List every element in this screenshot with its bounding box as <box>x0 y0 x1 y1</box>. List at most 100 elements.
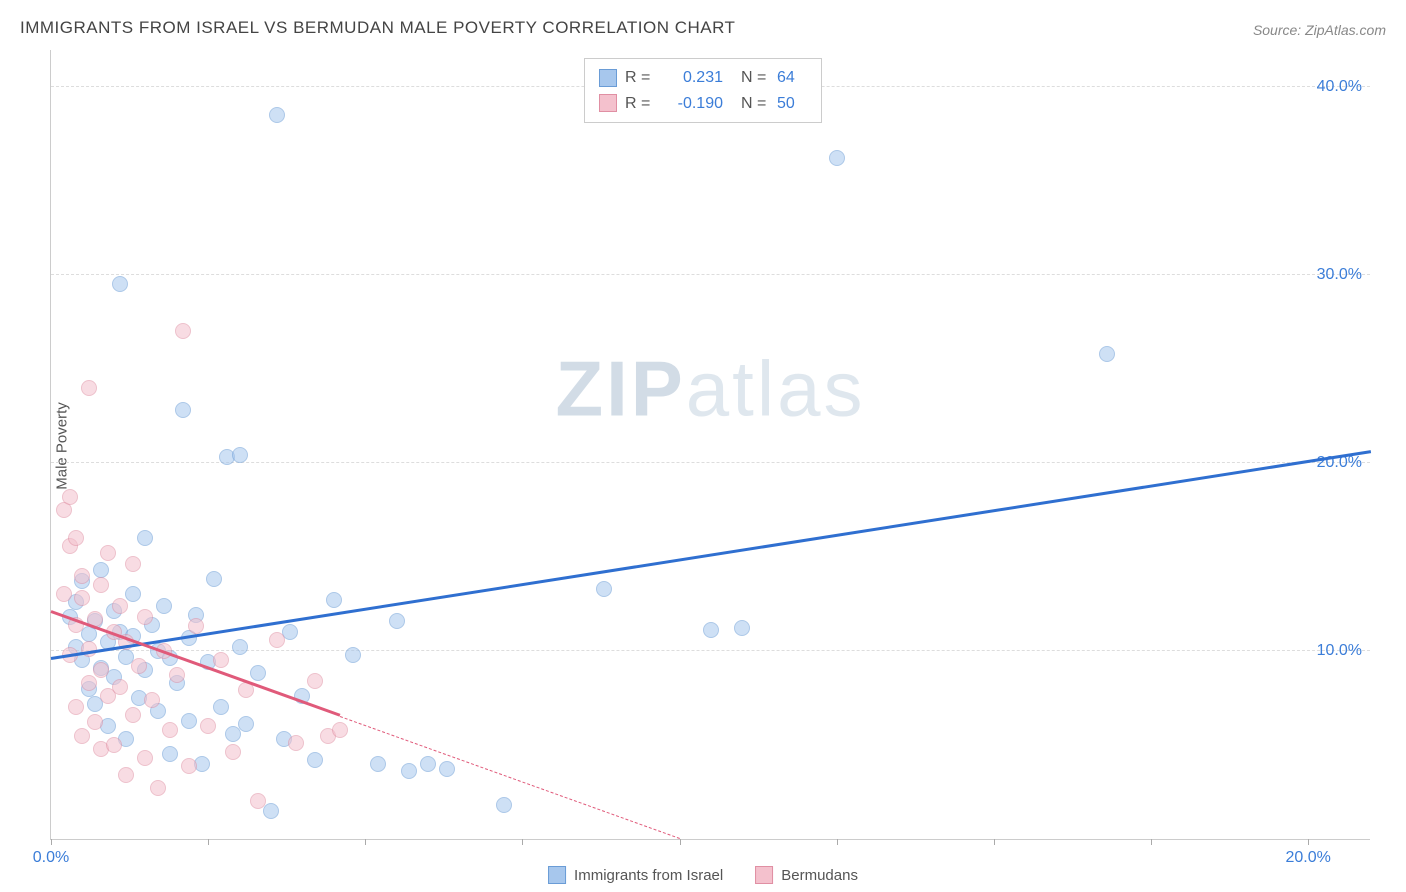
gridline <box>51 462 1370 463</box>
y-tick-label: 10.0% <box>1317 642 1362 660</box>
scatter-point <box>162 746 178 762</box>
scatter-point <box>137 530 153 546</box>
scatter-point <box>81 380 97 396</box>
series-legend: Immigrants from Israel Bermudans <box>548 866 858 884</box>
scatter-point <box>307 673 323 689</box>
n-value: 64 <box>777 65 807 91</box>
scatter-point <box>401 763 417 779</box>
x-tick-mark <box>51 839 52 845</box>
scatter-point <box>74 568 90 584</box>
legend-swatch <box>599 94 617 112</box>
scatter-point <box>345 647 361 663</box>
scatter-point <box>225 744 241 760</box>
x-tick-mark <box>365 839 366 845</box>
legend-row: R = 0.231 N = 64 <box>599 65 807 91</box>
x-tick-mark <box>1151 839 1152 845</box>
n-label: N = <box>741 65 769 91</box>
correlation-legend: R = 0.231 N = 64 R = -0.190 N = 50 <box>584 58 822 123</box>
scatter-point <box>250 793 266 809</box>
scatter-point <box>175 402 191 418</box>
scatter-point <box>332 722 348 738</box>
trend-line <box>340 716 680 839</box>
chart-title: IMMIGRANTS FROM ISRAEL VS BERMUDAN MALE … <box>20 18 735 38</box>
legend-swatch <box>548 866 566 884</box>
watermark: ZIPatlas <box>555 344 865 435</box>
scatter-point <box>188 618 204 634</box>
series-legend-item: Bermudans <box>755 866 858 884</box>
scatter-point <box>106 737 122 753</box>
watermark-rest: atlas <box>686 345 866 433</box>
scatter-point <box>93 577 109 593</box>
scatter-point <box>200 718 216 734</box>
scatter-point <box>288 735 304 751</box>
scatter-point <box>213 652 229 668</box>
scatter-point <box>87 714 103 730</box>
scatter-point <box>213 699 229 715</box>
x-tick-mark <box>994 839 995 845</box>
r-label: R = <box>625 91 655 117</box>
scatter-point <box>181 758 197 774</box>
scatter-point <box>829 150 845 166</box>
x-tick-mark <box>837 839 838 845</box>
scatter-point <box>68 699 84 715</box>
scatter-point <box>131 658 147 674</box>
n-value: 50 <box>777 91 807 117</box>
scatter-point <box>269 107 285 123</box>
scatter-point <box>93 562 109 578</box>
gridline <box>51 274 1370 275</box>
scatter-point <box>238 716 254 732</box>
scatter-point <box>250 665 266 681</box>
scatter-point <box>144 692 160 708</box>
scatter-point <box>112 598 128 614</box>
series-legend-label: Bermudans <box>781 867 858 884</box>
series-legend-label: Immigrants from Israel <box>574 867 723 884</box>
scatter-point <box>206 571 222 587</box>
r-value: -0.190 <box>663 91 723 117</box>
scatter-point <box>125 556 141 572</box>
source-attribution: Source: ZipAtlas.com <box>1253 22 1386 38</box>
scatter-point <box>420 756 436 772</box>
scatter-point <box>232 447 248 463</box>
scatter-point <box>62 489 78 505</box>
x-tick-label: 0.0% <box>33 849 69 867</box>
scatter-point <box>81 675 97 691</box>
scatter-point <box>307 752 323 768</box>
scatter-point <box>56 586 72 602</box>
scatter-point <box>162 722 178 738</box>
scatter-point <box>269 632 285 648</box>
r-label: R = <box>625 65 655 91</box>
scatter-point <box>1099 346 1115 362</box>
scatter-point <box>734 620 750 636</box>
y-tick-label: 30.0% <box>1317 266 1362 284</box>
scatter-point <box>100 545 116 561</box>
scatter-point <box>326 592 342 608</box>
r-value: 0.231 <box>663 65 723 91</box>
legend-row: R = -0.190 N = 50 <box>599 91 807 117</box>
x-tick-mark <box>680 839 681 845</box>
scatter-point <box>118 767 134 783</box>
series-legend-item: Immigrants from Israel <box>548 866 723 884</box>
legend-swatch <box>755 866 773 884</box>
x-tick-mark <box>522 839 523 845</box>
scatter-point <box>156 598 172 614</box>
scatter-point <box>68 530 84 546</box>
chart-plot-area: ZIPatlas 10.0%20.0%30.0%40.0%0.0%20.0% <box>50 50 1370 840</box>
x-tick-label: 20.0% <box>1285 849 1330 867</box>
n-label: N = <box>741 91 769 117</box>
scatter-point <box>703 622 719 638</box>
scatter-point <box>137 609 153 625</box>
x-tick-mark <box>1308 839 1309 845</box>
watermark-bold: ZIP <box>555 345 685 433</box>
gridline <box>51 650 1370 651</box>
scatter-point <box>112 276 128 292</box>
scatter-point <box>74 590 90 606</box>
scatter-point <box>389 613 405 629</box>
scatter-point <box>112 679 128 695</box>
scatter-point <box>596 581 612 597</box>
scatter-point <box>125 586 141 602</box>
scatter-point <box>496 797 512 813</box>
scatter-point <box>232 639 248 655</box>
scatter-point <box>93 662 109 678</box>
scatter-point <box>137 750 153 766</box>
scatter-point <box>439 761 455 777</box>
